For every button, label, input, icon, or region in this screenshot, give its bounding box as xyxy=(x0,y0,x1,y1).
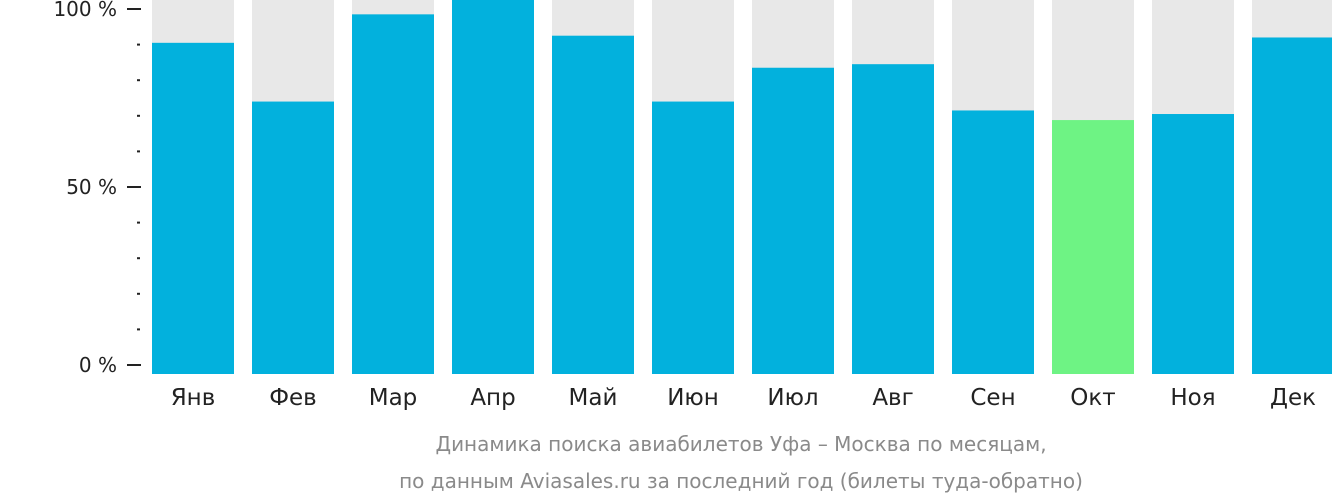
bar-9 xyxy=(952,110,1034,375)
x-tick-label-3: Мар xyxy=(369,385,418,411)
bar-6 xyxy=(652,101,734,374)
x-tick-label-1: Янв xyxy=(171,385,216,411)
bars xyxy=(152,0,1332,375)
y-tick-label-100: 100 % xyxy=(53,0,117,21)
y-tick-label-0: 0 % xyxy=(79,353,117,377)
bar-12 xyxy=(1252,37,1332,374)
bar-2 xyxy=(252,101,334,374)
x-tick-label-9: Сен xyxy=(970,385,1015,411)
caption-line-1: Динамика поиска авиабилетов Уфа – Москва… xyxy=(435,432,1046,456)
bar-1 xyxy=(152,42,234,374)
x-tick-label-5: Май xyxy=(569,385,618,411)
x-tick-label-11: Ноя xyxy=(1170,385,1215,411)
bar-5 xyxy=(552,35,634,374)
x-tick-label-8: Авг xyxy=(872,385,913,411)
chart-caption: Динамика поиска авиабилетов Уфа – Москва… xyxy=(399,432,1083,493)
bar-4 xyxy=(452,0,534,374)
caption-line-2: по данным Aviasales.ru за последний год … xyxy=(399,469,1083,493)
x-tick-label-2: Фев xyxy=(269,385,317,411)
y-tick-label-50: 50 % xyxy=(66,175,117,199)
bar-7 xyxy=(752,67,834,375)
bar-11 xyxy=(1152,114,1234,375)
x-tick-label-6: Июн xyxy=(667,385,719,411)
bar-8 xyxy=(852,64,934,375)
x-tick-label-7: Июл xyxy=(767,385,818,411)
x-tick-label-12: Дек xyxy=(1270,385,1316,411)
bar-10 xyxy=(1052,120,1134,375)
y-axis: 0 % 50 % 100 % xyxy=(53,0,141,377)
x-axis: Янв Фев Мар Апр Май Июн Июл Авг Сен Окт Ноя Дек xyxy=(171,385,1316,411)
bar-3 xyxy=(352,14,434,375)
x-tick-label-10: Окт xyxy=(1070,385,1115,411)
x-tick-label-4: Апр xyxy=(470,385,515,411)
